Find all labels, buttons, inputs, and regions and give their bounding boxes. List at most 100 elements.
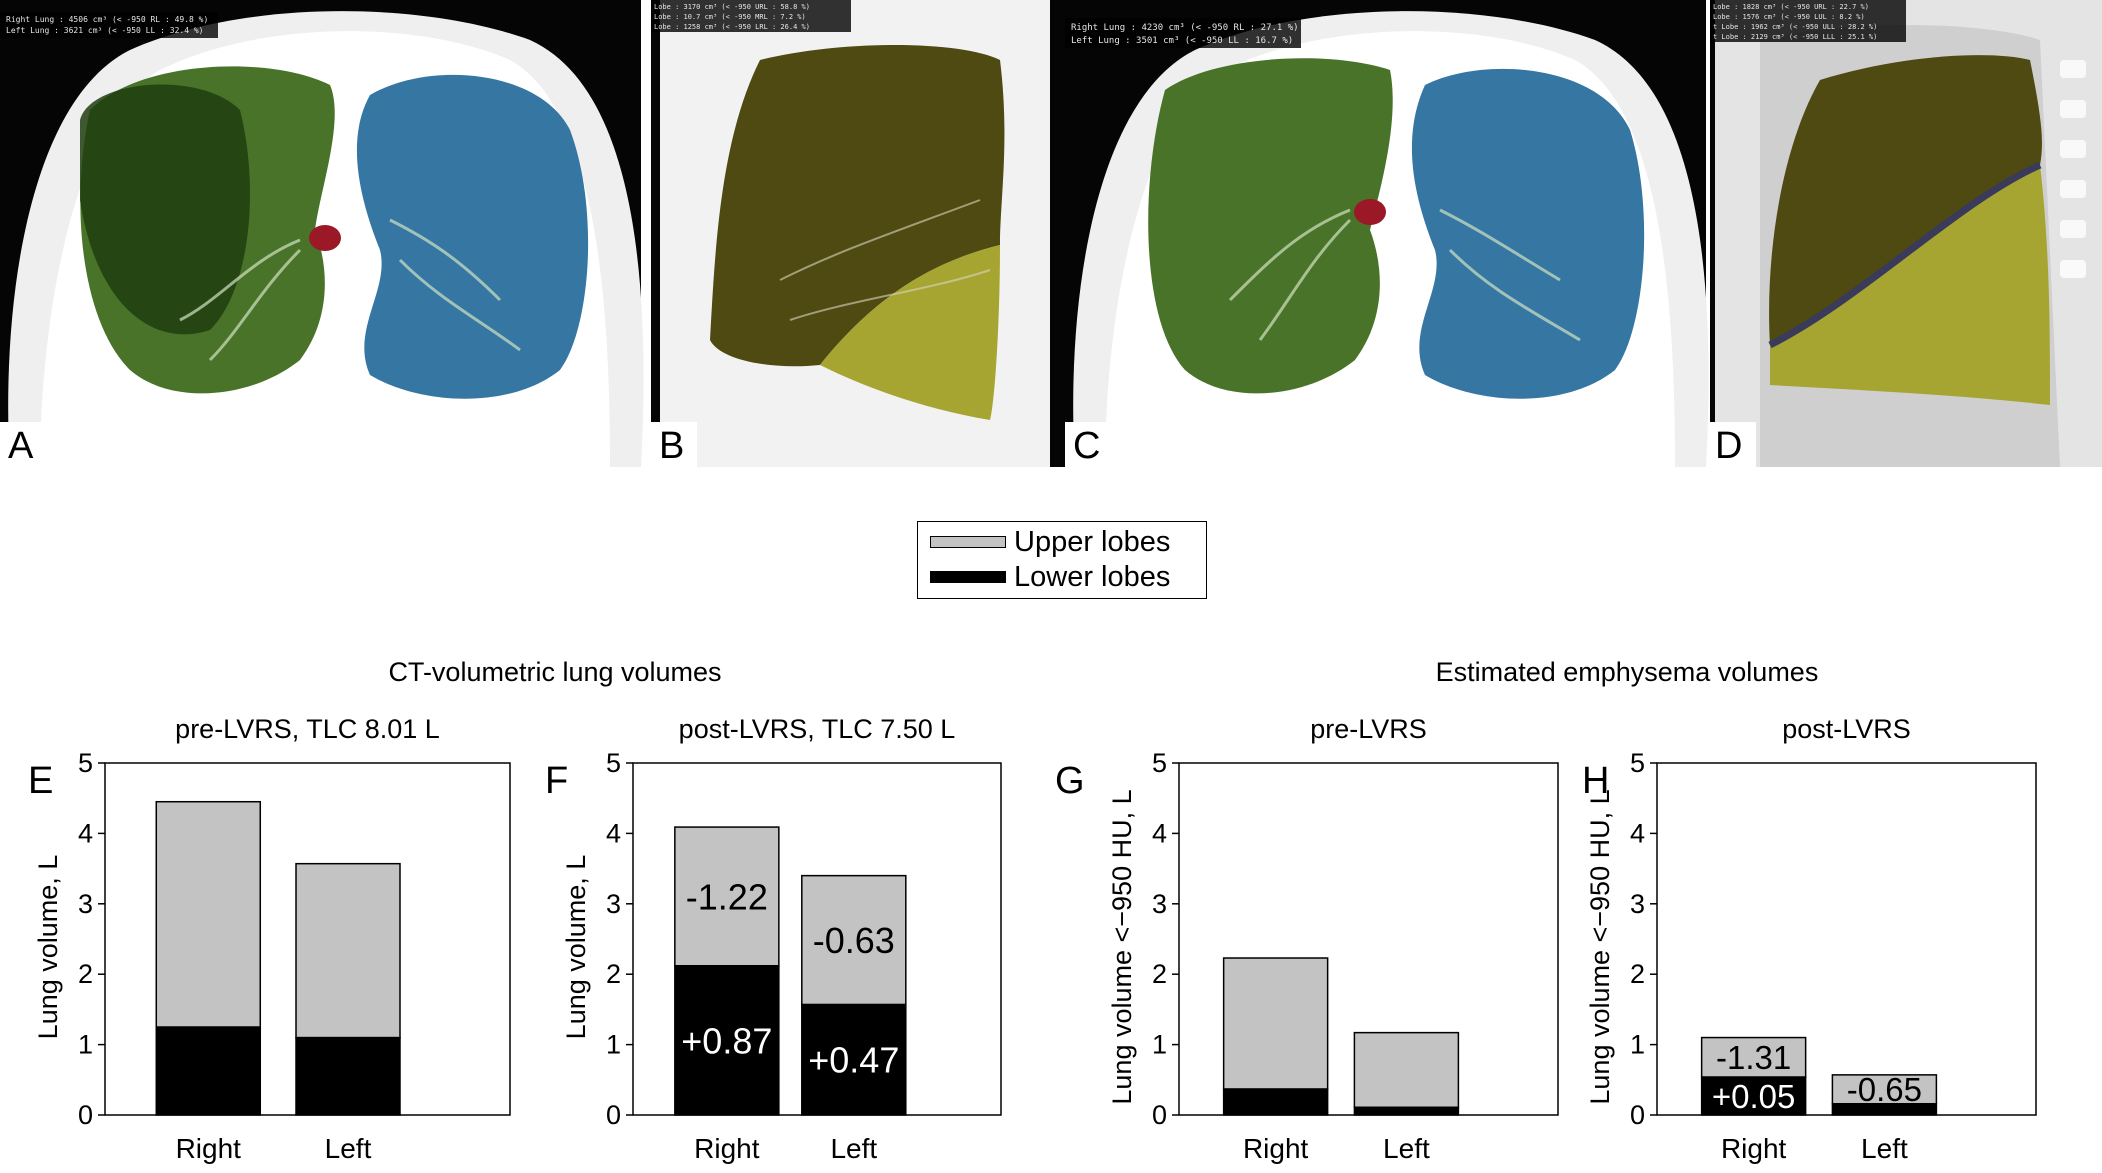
y-tick-label: 3 bbox=[1630, 889, 1645, 919]
overlay-line: Left Lung : 3501 cm³ (< -950 LL : 16.7 %… bbox=[1071, 36, 1293, 46]
scan-panel-b: Lobe : 3170 cm³ (< -950 URL : 58.8 %) Lo… bbox=[651, 0, 1065, 467]
upper-lobe-segmentation bbox=[1769, 55, 2042, 346]
upper-lobe-segmentation bbox=[710, 45, 1005, 367]
chart-title: pre-LVRS bbox=[1310, 714, 1427, 744]
left-lung-segmentation bbox=[1411, 68, 1645, 399]
y-tick-label: 0 bbox=[1152, 1100, 1167, 1130]
legend-entry-lower-lobes: Lower lobes bbox=[930, 560, 1170, 594]
y-tick-label: 2 bbox=[1152, 959, 1167, 989]
bar-left-lower bbox=[295, 1036, 401, 1116]
trachea-marker bbox=[309, 225, 341, 251]
y-tick-label: 1 bbox=[1630, 1030, 1645, 1060]
chart-title: post-LVRS, TLC 7.50 L bbox=[679, 714, 956, 744]
bar-left-lower bbox=[1353, 1106, 1460, 1116]
bar-left-upper bbox=[801, 874, 907, 1006]
bar-annotation: +0.05 bbox=[1712, 1078, 1796, 1115]
panel-letter-c: C bbox=[1073, 425, 1100, 467]
group-title-volumes: CT-volumetric lung volumes bbox=[388, 657, 722, 687]
group-title-emphysema: Estimated emphysema volumes bbox=[1435, 657, 1819, 687]
y-axis-label: Lung volume <−950 HU, L bbox=[1107, 789, 1137, 1104]
y-tick-label: 0 bbox=[606, 1100, 621, 1130]
x-tick-label: Right bbox=[1243, 1133, 1309, 1164]
bar-annotation: -0.63 bbox=[813, 920, 895, 961]
bar-annotation: +0.47 bbox=[808, 1040, 899, 1081]
bar-annotation: -1.22 bbox=[686, 876, 768, 917]
y-tick-label: 0 bbox=[78, 1100, 93, 1130]
scan-panel-d: Lobe : 1828 cm³ (< -950 URL : 22.7 %) Lo… bbox=[1710, 0, 2102, 467]
chart-h: 0 1 2 3 4 5 Lung volume <−950 HU, L post-LVRS H +… bbox=[1582, 714, 2037, 1164]
y-tick-label: 5 bbox=[78, 748, 93, 778]
overlay-line: Lobe : 1576 cm³ (< -950 LUL : 8.2 %) bbox=[1713, 13, 1865, 21]
bar-right-upper bbox=[155, 800, 262, 1028]
x-tick-label: Right bbox=[694, 1133, 760, 1164]
chart-legend: Upper lobes Lower lobes bbox=[917, 521, 1207, 599]
y-tick-label: 0 bbox=[1630, 1100, 1645, 1130]
panel-letter-f: F bbox=[545, 760, 568, 802]
overlay-line: t Lobe : 1962 cm³ (< -950 ULL : 28.2 %) bbox=[1713, 23, 1877, 31]
y-tick-label: 5 bbox=[1152, 748, 1167, 778]
chart-title: pre-LVRS, TLC 8.01 L bbox=[175, 714, 440, 744]
y-tick-label: 1 bbox=[78, 1030, 93, 1060]
x-tick-label: Right bbox=[176, 1133, 242, 1164]
x-tick-label: Left bbox=[1861, 1133, 1908, 1164]
bar-right-upper bbox=[674, 826, 780, 967]
right-lung-segmentation bbox=[1148, 58, 1393, 394]
panel-letter-g: G bbox=[1055, 760, 1085, 802]
chart-g: 0 1 2 3 4 5 Lung volume <−950 HU, L pre-LVRS G Ri… bbox=[1055, 714, 1559, 1164]
overlay-line: Left Lung : 3621 cm³ (< -950 LL : 32.4 %… bbox=[6, 26, 203, 35]
bar-right-lower bbox=[1222, 1088, 1329, 1116]
bar-right-upper bbox=[1222, 957, 1329, 1090]
trachea-marker bbox=[1354, 199, 1386, 225]
lower-lobe-segmentation bbox=[1770, 165, 2050, 405]
y-tick-label: 2 bbox=[78, 959, 93, 989]
overlay-line: t Lobe : 2129 cm³ (< -950 LLL : 25.1 %) bbox=[1713, 33, 1877, 41]
y-tick-label: 5 bbox=[606, 748, 621, 778]
chart-title: post-LVRS bbox=[1782, 714, 1911, 744]
x-tick-label: Right bbox=[1721, 1133, 1787, 1164]
chart-e: 0 1 2 3 4 5 Lung volume, L pre-LVRS, TLC 8.01 L… bbox=[28, 714, 511, 1164]
overlay-line: Right Lung : 4230 cm³ (< -950 RL : 27.1 … bbox=[1071, 23, 1299, 33]
bar-right-upper bbox=[1700, 1036, 1807, 1078]
bar-left-upper bbox=[1353, 1031, 1460, 1109]
panel-letter-d: D bbox=[1715, 425, 1742, 467]
bar-annotation: -1.31 bbox=[1716, 1039, 1791, 1076]
bar-annotation: -0.65 bbox=[1847, 1071, 1922, 1108]
bar-annotation: +0.87 bbox=[681, 1020, 772, 1061]
y-tick-label: 3 bbox=[78, 889, 93, 919]
y-axis-label: Lung volume <−950 HU, L bbox=[1585, 789, 1615, 1104]
overlay-line: Lobe : 3170 cm³ (< -950 URL : 58.8 %) bbox=[654, 3, 810, 11]
x-tick-label: Left bbox=[325, 1133, 372, 1164]
legend-swatch-upper bbox=[930, 536, 1006, 548]
panel-letter-e: E bbox=[28, 760, 53, 802]
y-tick-label: 4 bbox=[78, 818, 93, 848]
panel-letter-a: A bbox=[8, 425, 34, 467]
y-axis-label: Lung volume, L bbox=[33, 855, 63, 1040]
chart-f: 0 1 2 3 4 5 Lung volume, L post-LVRS, TLC 7.50 … bbox=[545, 714, 1002, 1164]
bar-right-lower bbox=[155, 1026, 262, 1116]
bar-left-lower bbox=[801, 1003, 907, 1116]
overlay-line: Lobe : 1258 cm³ (< -950 LRL : 26.4 %) bbox=[654, 23, 810, 31]
bar-left-upper bbox=[295, 862, 401, 1039]
y-tick-label: 5 bbox=[1630, 748, 1645, 778]
y-tick-label: 1 bbox=[1152, 1030, 1167, 1060]
overlay-line: Lobe : 10.7 cm³ (< -950 MRL : 7.2 %) bbox=[654, 13, 806, 21]
y-tick-label: 3 bbox=[1152, 889, 1167, 919]
y-tick-label: 4 bbox=[1152, 818, 1167, 848]
overlay-line: Lobe : 1828 cm³ (< -950 URL : 22.7 %) bbox=[1713, 3, 1869, 11]
x-tick-label: Left bbox=[1383, 1133, 1430, 1164]
left-lung-segmentation bbox=[356, 74, 589, 399]
y-tick-label: 4 bbox=[606, 818, 621, 848]
legend-entry-upper-lobes: Upper lobes bbox=[930, 525, 1170, 559]
overlay-line: Right Lung : 4506 cm³ (< -950 RL : 49.8 … bbox=[6, 15, 208, 24]
lower-lobe-segmentation bbox=[820, 245, 1000, 420]
y-axis-label: Lung volume, L bbox=[561, 855, 591, 1040]
bar-left-upper bbox=[1831, 1074, 1938, 1105]
panel-letter-b: B bbox=[659, 425, 684, 467]
y-tick-label: 2 bbox=[606, 959, 621, 989]
scan-panel-c: Right Lung : 4230 cm³ (< -950 RL : 27.1 … bbox=[1065, 0, 1709, 467]
legend-label-upper: Upper lobes bbox=[1014, 525, 1171, 558]
legend-swatch-lower bbox=[930, 571, 1006, 583]
x-tick-label: Left bbox=[830, 1133, 877, 1164]
y-tick-label: 4 bbox=[1630, 818, 1645, 848]
